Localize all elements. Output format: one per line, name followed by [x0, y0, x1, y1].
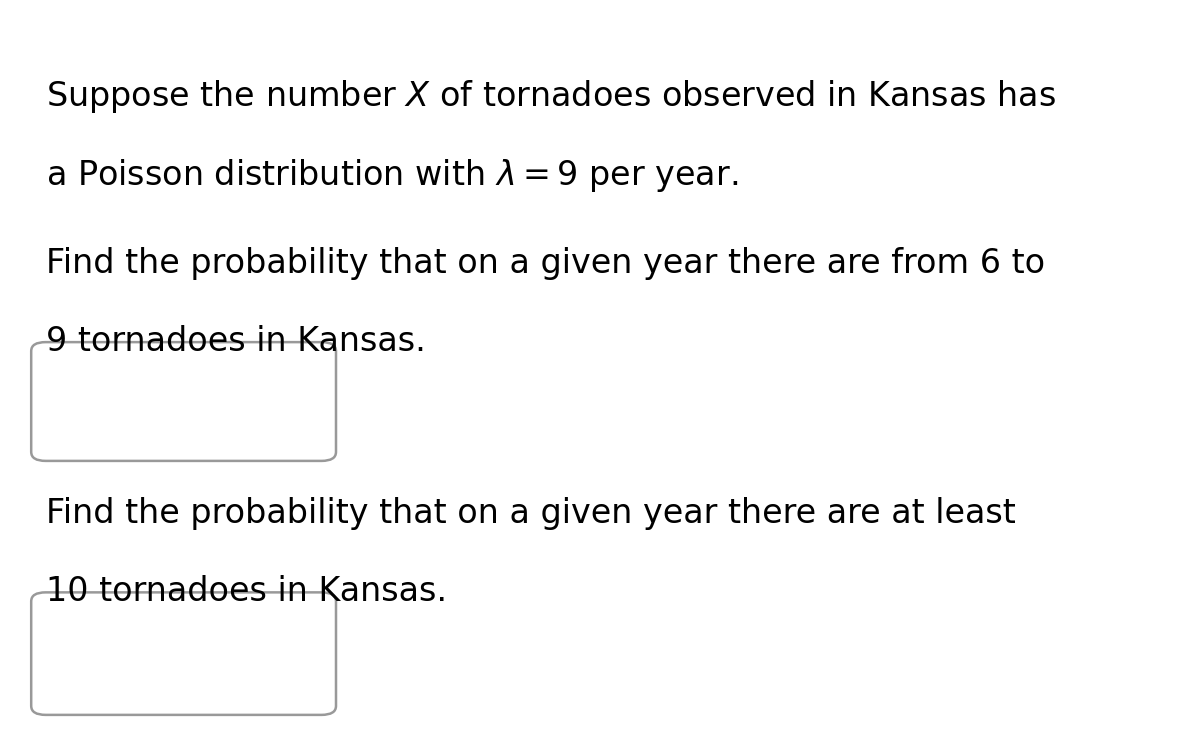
- FancyBboxPatch shape: [31, 592, 336, 715]
- Text: a Poisson distribution with $\lambda = 9$ per year.: a Poisson distribution with $\lambda = 9…: [46, 157, 738, 194]
- Text: Suppose the number $\mathit{X}$ of tornadoes observed in Kansas has: Suppose the number $\mathit{X}$ of torna…: [46, 78, 1056, 116]
- Text: Find the probability that on a given year there are from 6 to: Find the probability that on a given yea…: [46, 247, 1045, 279]
- Text: Find the probability that on a given year there are at least: Find the probability that on a given yea…: [46, 497, 1015, 530]
- Text: 9 tornadoes in Kansas.: 9 tornadoes in Kansas.: [46, 325, 426, 358]
- Text: 10 tornadoes in Kansas.: 10 tornadoes in Kansas.: [46, 575, 446, 608]
- FancyBboxPatch shape: [31, 342, 336, 461]
